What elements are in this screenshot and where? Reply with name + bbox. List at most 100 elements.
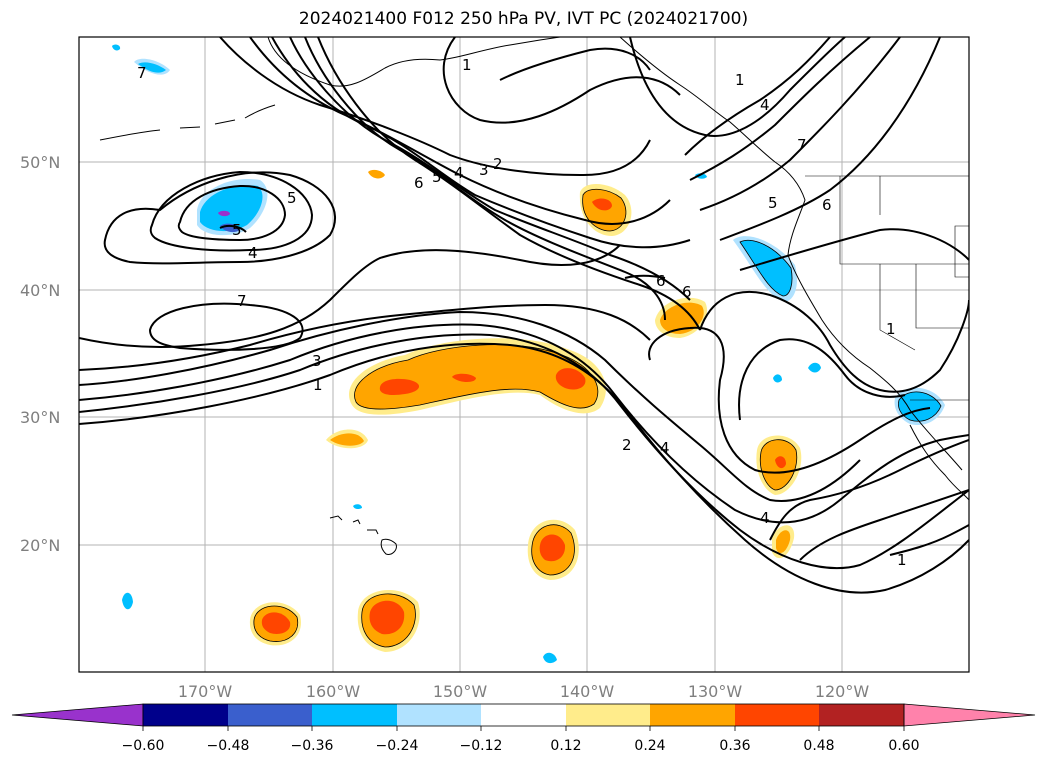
anomaly-fill (368, 169, 385, 179)
pv-contour (79, 333, 969, 569)
longitude-label: 140°W (560, 682, 615, 701)
anomaly-fill (660, 302, 704, 334)
contour-label: 1 (735, 71, 745, 89)
island (380, 538, 397, 555)
pv-contour (148, 302, 304, 351)
longitude-label: 150°W (433, 682, 488, 701)
island (352, 519, 361, 525)
anomaly-fill (122, 592, 133, 610)
colorbar-segment (228, 704, 312, 726)
contour-label: 5 (232, 221, 242, 239)
pv-contour (177, 184, 287, 242)
colorbar-segment (566, 704, 650, 726)
pv-contour (739, 228, 969, 271)
contour-label: 7 (237, 292, 247, 310)
pv-contour (499, 47, 651, 81)
anomaly-fill (543, 652, 557, 664)
colorbar-tick-label: 0.24 (634, 738, 665, 754)
colorbar-tick-label: −0.12 (460, 738, 503, 754)
contour-label: 7 (797, 136, 807, 154)
longitude-label: 170°W (178, 682, 233, 701)
pv-contour (684, 37, 831, 156)
anomaly-outline (739, 239, 793, 297)
colorbar-segment (650, 704, 735, 726)
coastline-alaska (267, 37, 561, 87)
anomaly-fill (379, 378, 420, 395)
anomaly-fill (773, 374, 782, 383)
pv-contour (219, 37, 651, 177)
borders (805, 175, 969, 401)
longitude-label: 120°W (815, 682, 870, 701)
positive-anomaly-fills (249, 169, 802, 652)
coastlines (99, 37, 969, 501)
colorbar-ticks (142, 726, 905, 731)
anomaly-outline (354, 344, 599, 410)
colorbar-segment (735, 704, 819, 726)
pv-contour (317, 37, 701, 331)
anomaly-outlines (253, 188, 942, 648)
contour-label: 4 (760, 509, 770, 527)
anomaly-fill (539, 534, 566, 562)
colorbar-frame (142, 703, 905, 727)
hawaii-islands (329, 515, 397, 555)
anomaly-fill (740, 240, 793, 296)
latitude-label: 30°N (20, 408, 60, 427)
pv-contour (442, 37, 681, 124)
map-frame (78, 36, 970, 673)
pv-contour (79, 323, 969, 524)
colorbar-extend-right (903, 703, 1036, 727)
pv-contour (889, 524, 969, 556)
pv-contour (149, 170, 314, 252)
anomaly-fill (354, 344, 598, 410)
anomaly-fill (452, 373, 476, 382)
longitude-labels: 170°W 160°W 150°W 140°W 130°W 120°W (178, 682, 870, 701)
contour-label: 1 (462, 56, 472, 74)
pv-contour (738, 338, 906, 421)
contour-label: 4 (760, 96, 770, 114)
colorbar-segment (819, 704, 904, 726)
anomaly-outline (361, 593, 416, 648)
contour-label: 4 (660, 439, 670, 457)
anomaly-fill (775, 456, 786, 469)
colorbar-segment (481, 704, 566, 726)
colorbar-tick-label: 0.60 (888, 738, 919, 754)
anomaly-fill (353, 504, 362, 510)
colorbar-extend-left (11, 703, 144, 727)
pv-contour (648, 326, 931, 474)
pv-contour (249, 37, 671, 225)
anomaly-outline (253, 605, 299, 642)
contour-label: 4 (454, 164, 464, 182)
pv-contour (689, 37, 871, 181)
pv-contour (799, 489, 969, 561)
anomaly-fill (261, 612, 291, 634)
pv-contour (79, 303, 651, 371)
negative-anomaly-fills (112, 44, 945, 664)
coastline-us-west (787, 254, 963, 471)
latitude-label: 50°N (20, 153, 60, 172)
coastline-aleutians (99, 104, 276, 141)
contour-label: 2 (493, 155, 503, 173)
contour-label: 3 (312, 352, 322, 370)
island (329, 515, 343, 521)
colorbar: −0.60 −0.48 −0.36 −0.24 −0.12 0.12 0.24 … (11, 703, 1036, 754)
contour-label: 4 (248, 244, 258, 262)
pv-contour (769, 439, 969, 541)
contour-label: 7 (137, 64, 147, 82)
anomaly-fill (112, 44, 121, 51)
anomaly-fill (555, 368, 586, 390)
anomaly-fill (330, 433, 364, 446)
latitude-label: 40°N (20, 281, 60, 300)
contour-label: 1 (313, 376, 323, 394)
anomaly-outline (759, 439, 798, 491)
island (367, 529, 379, 535)
contour-labels: 1 7 1 4 5 7 6 5 4 3 2 5 6 5 4 7 6 6 1 3 … (137, 56, 907, 569)
anomaly-fill (808, 362, 821, 373)
colorbar-tick-label: −0.48 (207, 738, 250, 754)
anomaly-fill (369, 600, 405, 635)
pv-contour (629, 37, 846, 137)
contour-label: 1 (897, 551, 907, 569)
contour-label: 6 (414, 174, 424, 192)
pv-contour (699, 37, 901, 211)
colorbar-tick-label: 0.48 (803, 738, 834, 754)
anomaly-fill (592, 198, 612, 211)
